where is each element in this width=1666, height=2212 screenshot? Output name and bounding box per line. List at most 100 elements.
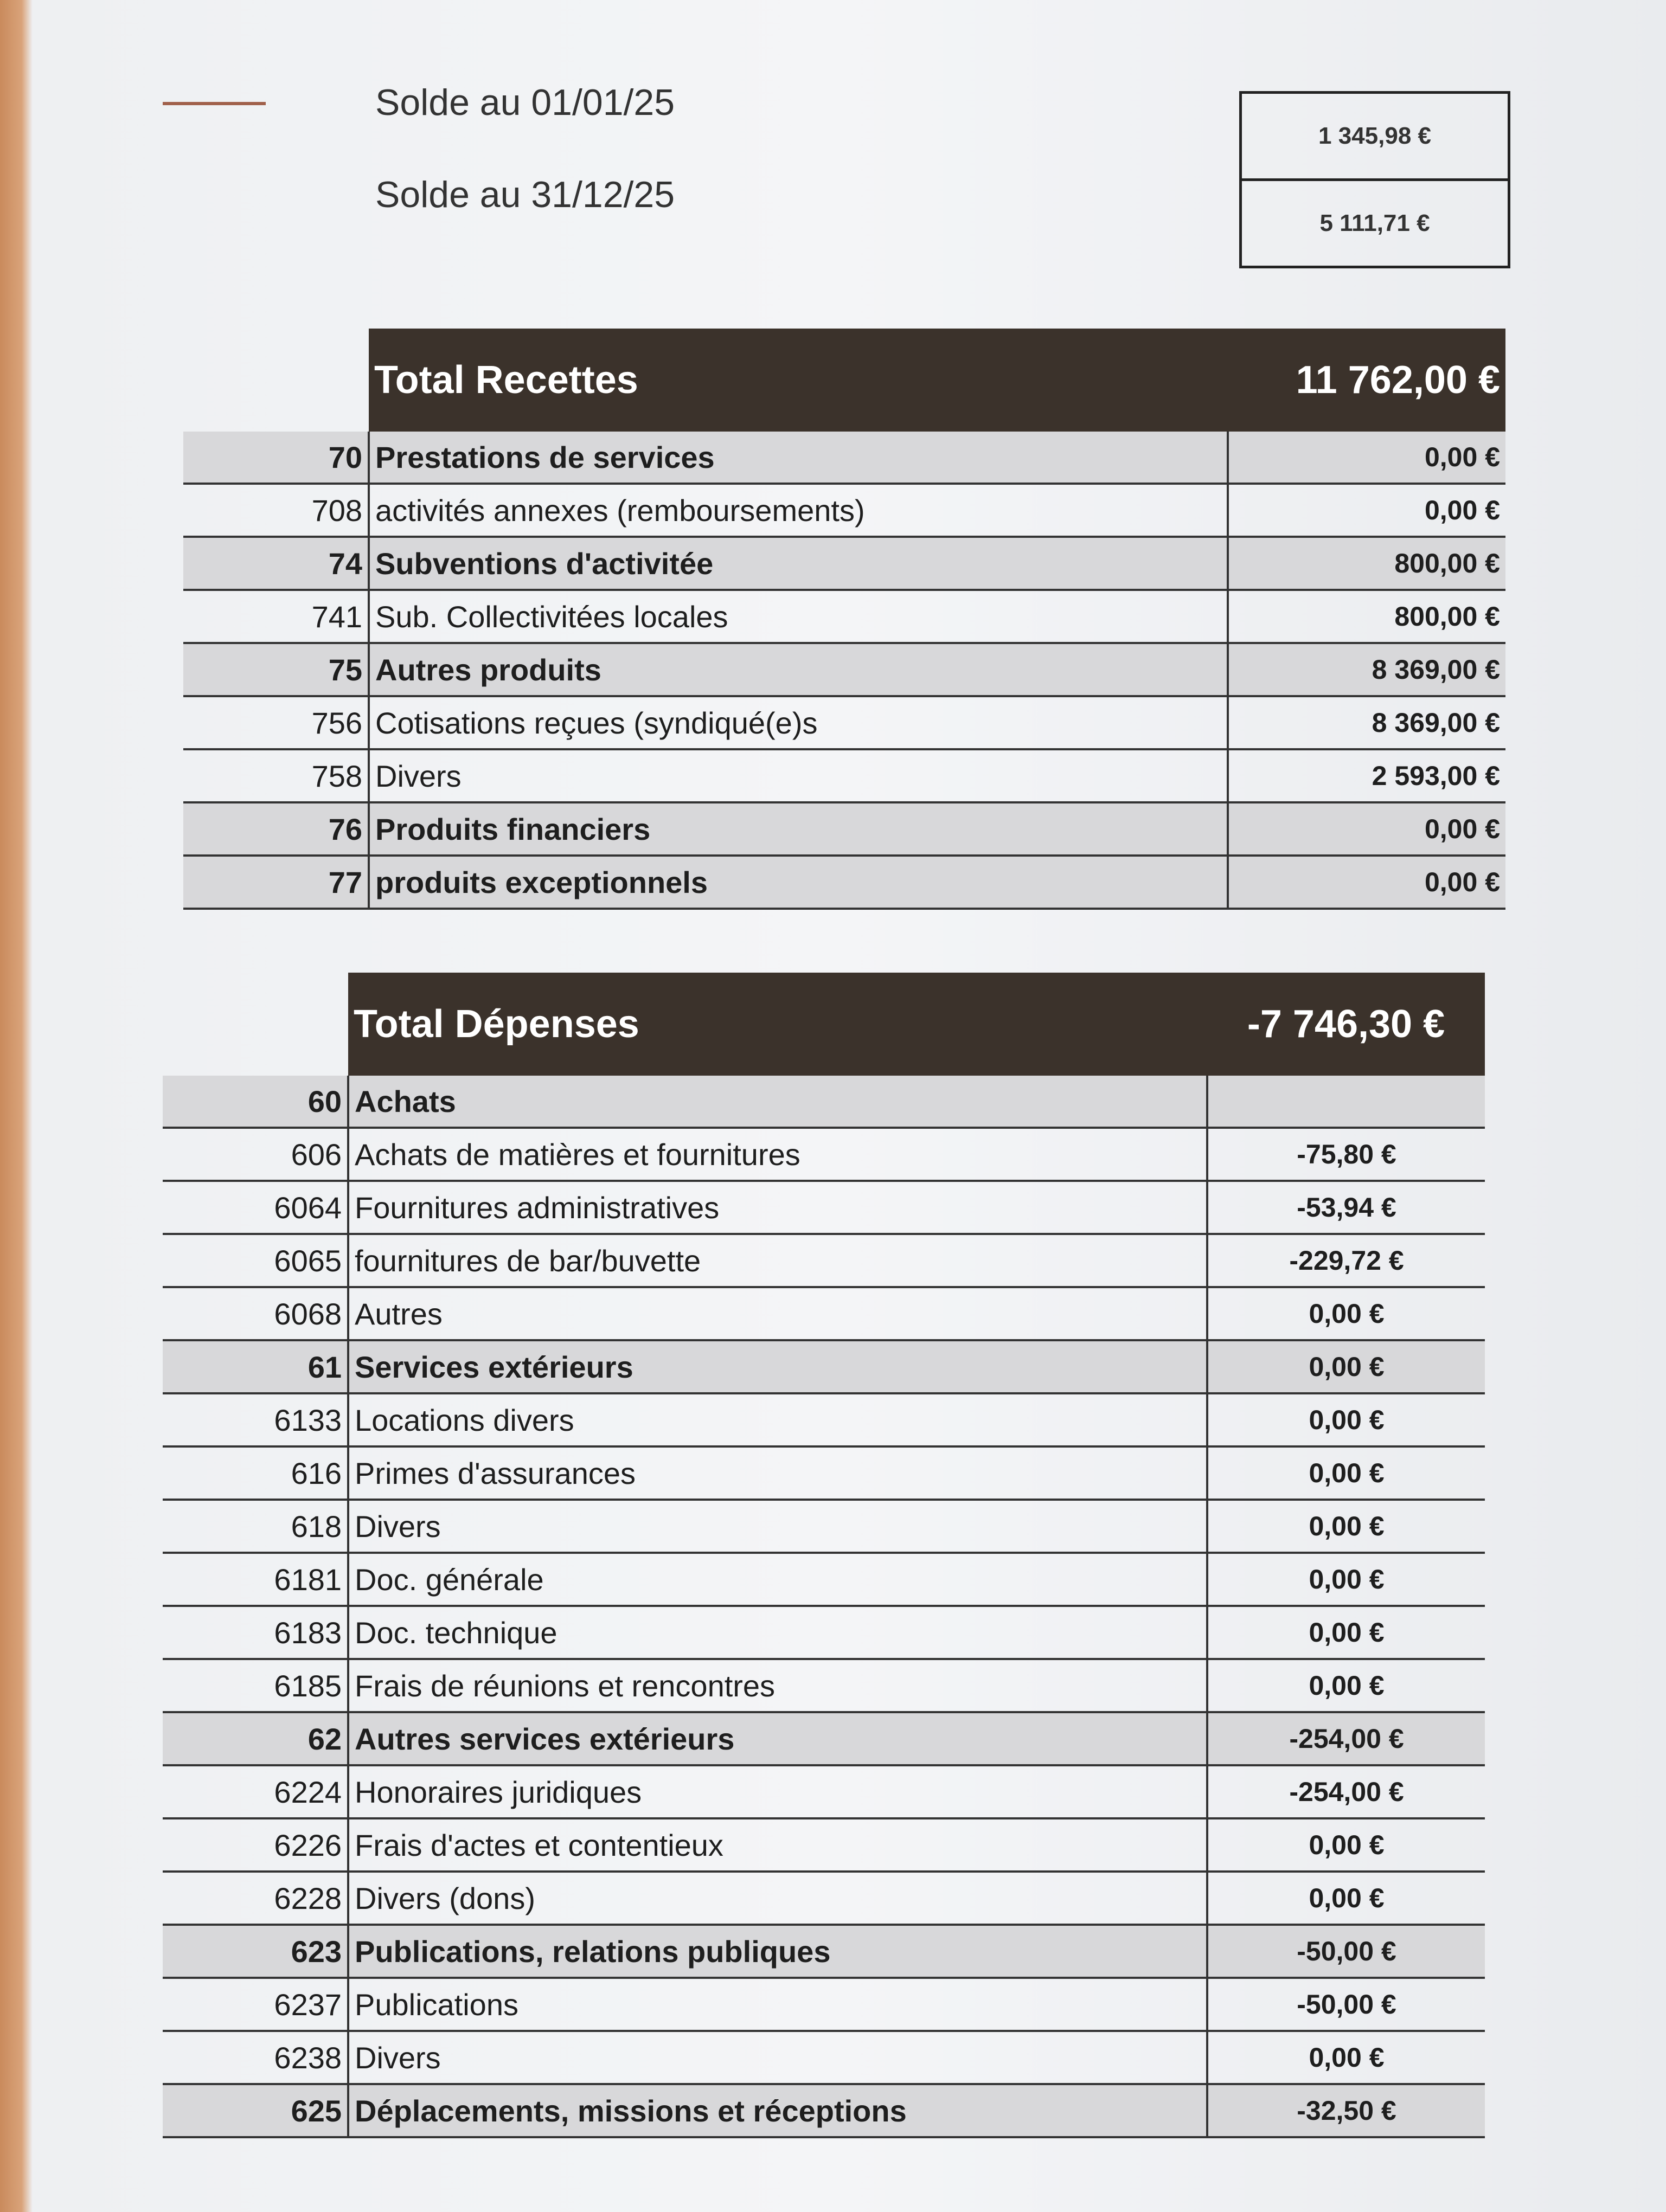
row-code: 623: [163, 1925, 349, 1979]
table-row: 6237 Publications -50,00 €: [163, 1978, 1485, 2032]
row-label: produits exceptionnels: [369, 856, 1228, 910]
depenses-total: -7 746,30 €: [1207, 973, 1485, 1076]
table-row: 70 Prestations de services 0,00 €: [183, 432, 1505, 485]
row-code: 6133: [163, 1393, 349, 1448]
row-label: Autres produits: [369, 643, 1228, 697]
table-row: 61 Services extérieurs 0,00 €: [163, 1340, 1485, 1394]
row-value: -254,00 €: [1206, 1712, 1485, 1766]
row-value: 0,00 €: [1227, 802, 1505, 857]
solde-end-label: Solde au 31/12/25: [375, 174, 675, 215]
row-code: 6224: [163, 1765, 349, 1819]
row-value: -53,94 €: [1206, 1181, 1485, 1235]
recettes-title: Total Recettes: [369, 329, 1228, 432]
row-code: 758: [183, 749, 370, 803]
row-label: Doc. générale: [348, 1553, 1207, 1607]
row-code: 6237: [163, 1978, 349, 2032]
row-code: 75: [183, 643, 370, 697]
row-code: 616: [163, 1446, 349, 1501]
table-row: 6181 Doc. générale 0,00 €: [163, 1553, 1485, 1607]
row-value: 0,00 €: [1206, 1659, 1485, 1713]
row-code: 6181: [163, 1553, 349, 1607]
row-value: -229,72 €: [1206, 1234, 1485, 1288]
row-code: 6226: [163, 1818, 349, 1873]
table-row: 616 Primes d'assurances 0,00 €: [163, 1446, 1485, 1501]
row-label: Autres services extérieurs: [348, 1712, 1207, 1766]
row-value: 0,00 €: [1206, 2031, 1485, 2085]
row-value: 0,00 €: [1206, 1393, 1485, 1448]
table-row: 6224 Honoraires juridiques -254,00 €: [163, 1765, 1485, 1819]
row-code: 6183: [163, 1606, 349, 1660]
solde-box: 1 345,98 € 5 111,71 €: [1239, 91, 1510, 268]
table-row: 756 Cotisations reçues (syndiqué(e)s 8 369…: [183, 696, 1505, 750]
table-row: 606 Achats de matières et fournitures -75,…: [163, 1128, 1485, 1182]
row-label: Services extérieurs: [348, 1340, 1207, 1394]
row-value: -50,00 €: [1206, 1978, 1485, 2032]
row-value: 0,00 €: [1206, 1872, 1485, 1926]
row-code: 625: [163, 2084, 349, 2138]
row-label: Sub. Collectivitées locales: [369, 590, 1228, 644]
row-code: 756: [183, 696, 370, 750]
row-code: 76: [183, 802, 370, 857]
row-label: Fournitures administratives: [348, 1181, 1207, 1235]
row-label: Divers (dons): [348, 1872, 1207, 1926]
solde-start-label: Solde au 01/01/25: [375, 82, 675, 123]
table-row: 625 Déplacements, missions et réceptions -…: [163, 2084, 1485, 2138]
solde-end-value: 5 111,71 €: [1242, 178, 1508, 266]
row-value: -75,80 €: [1206, 1128, 1485, 1182]
table-row: 6226 Frais d'actes et contentieux 0,00 €: [163, 1818, 1485, 1873]
row-label: Autres: [348, 1287, 1207, 1341]
table-row: 76 Produits financiers 0,00 €: [183, 802, 1505, 857]
row-value: -32,50 €: [1206, 2084, 1485, 2138]
row-label: Produits financiers: [369, 802, 1228, 857]
row-label: Divers: [348, 1500, 1207, 1554]
row-value: 0,00 €: [1206, 1446, 1485, 1501]
row-label: Primes d'assurances: [348, 1446, 1207, 1501]
row-label: activités annexes (remboursements): [369, 484, 1228, 538]
row-code: 708: [183, 484, 370, 538]
row-code: 62: [163, 1712, 349, 1766]
row-label: Frais d'actes et contentieux: [348, 1818, 1207, 1873]
table-row: 6183 Doc. technique 0,00 €: [163, 1606, 1485, 1660]
row-label: Achats: [348, 1076, 1207, 1129]
row-code: 70: [183, 432, 370, 485]
row-code: 6238: [163, 2031, 349, 2085]
row-code: 6065: [163, 1234, 349, 1288]
row-code: 6064: [163, 1181, 349, 1235]
row-code: 606: [163, 1128, 349, 1182]
table-row: 62 Autres services extérieurs -254,00 €: [163, 1712, 1485, 1766]
row-label: Divers: [369, 749, 1228, 803]
row-label: Doc. technique: [348, 1606, 1207, 1660]
table-row: 75 Autres produits 8 369,00 €: [183, 643, 1505, 697]
row-code: 74: [183, 537, 370, 591]
row-label: fournitures de bar/buvette: [348, 1234, 1207, 1288]
row-code: 60: [163, 1076, 349, 1129]
table-row: 6065 fournitures de bar/buvette -229,72 €: [163, 1234, 1485, 1288]
table-row: 758 Divers 2 593,00 €: [183, 749, 1505, 803]
row-value: 0,00 €: [1227, 484, 1505, 538]
row-value: 0,00 €: [1206, 1553, 1485, 1607]
row-code: 77: [183, 856, 370, 910]
row-value: 0,00 €: [1206, 1340, 1485, 1394]
table-row: 623 Publications, relations publiques -50,…: [163, 1925, 1485, 1979]
depenses-table: Total Dépenses -7 746,30 € 60 Achats 606 Ac…: [163, 973, 1485, 2138]
row-label: Publications: [348, 1978, 1207, 2032]
row-value: 2 593,00 €: [1227, 749, 1505, 803]
row-value: 0,00 €: [1206, 1606, 1485, 1660]
recettes-header: Total Recettes 11 762,00 €: [183, 329, 1505, 432]
row-value: 800,00 €: [1227, 537, 1505, 591]
row-label: Locations divers: [348, 1393, 1207, 1448]
row-value: 8 369,00 €: [1227, 696, 1505, 750]
recettes-total: 11 762,00 €: [1228, 329, 1505, 432]
solde-start-value: 1 345,98 €: [1318, 123, 1431, 149]
table-row: 6238 Divers 0,00 €: [163, 2031, 1485, 2085]
row-label: Publications, relations publiques: [348, 1925, 1207, 1979]
row-label: Divers: [348, 2031, 1207, 2085]
depenses-title: Total Dépenses: [348, 973, 1207, 1076]
table-row: 60 Achats: [163, 1076, 1485, 1129]
row-value: -50,00 €: [1206, 1925, 1485, 1979]
table-row: 77 produits exceptionnels 0,00 €: [183, 856, 1505, 910]
row-code: 6185: [163, 1659, 349, 1713]
row-label: Déplacements, missions et réceptions: [348, 2084, 1207, 2138]
row-code: 618: [163, 1500, 349, 1554]
row-label: Prestations de services: [369, 432, 1228, 485]
